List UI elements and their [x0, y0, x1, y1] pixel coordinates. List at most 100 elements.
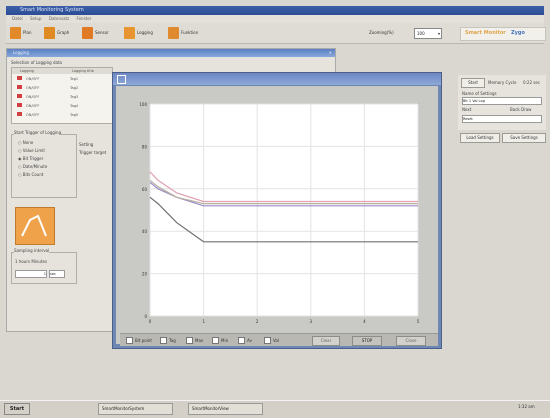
- load-settings-button[interactable]: Load Settings: [460, 133, 500, 143]
- table-row[interactable]: ON/OFF: [26, 95, 40, 99]
- logging-window-title: Logging: [13, 50, 29, 55]
- close-icon[interactable]: ✕: [328, 50, 332, 55]
- chart-window: 100 80 60 40 20 0 0 1 2 3 4 5 Bit point Tag Max Min…: [112, 72, 442, 349]
- table-header: Logging Logging title: [12, 68, 112, 74]
- toolbar-sensor-label: Sensor: [95, 30, 109, 35]
- toolbar-plan-button[interactable]: Plan: [10, 26, 32, 39]
- taskbar: [0, 400, 550, 418]
- window-icon: [117, 75, 126, 84]
- back-draw-label[interactable]: Back Draw: [510, 107, 532, 112]
- x-tick-label: 0: [149, 319, 152, 324]
- row-state-icons: [17, 76, 22, 120]
- settings-name-label: Name of Settings: [462, 91, 497, 96]
- series-line: [149, 196, 418, 243]
- table-row[interactable]: ON/OFF: [26, 104, 40, 108]
- toolbar-sensor-button[interactable]: Sensor: [82, 26, 109, 39]
- zoom-select[interactable]: 100 ▾: [414, 28, 442, 39]
- trigger-target-label: Trigger target: [79, 150, 107, 155]
- start-menu-button[interactable]: Start: [4, 403, 30, 415]
- table-header-logging: Logging: [20, 69, 34, 73]
- brand-logo: Smart Monitor Zygo: [460, 27, 546, 41]
- trigger-group-title: Start Trigger of Logging: [14, 130, 62, 135]
- save-settings-button[interactable]: Save Settings: [502, 133, 546, 143]
- legend-item[interactable]: Bit point: [126, 337, 152, 344]
- settings-name-input[interactable]: Bit 1 Val Log: [462, 97, 542, 105]
- logging-icon: [124, 26, 135, 39]
- toolbar-logging-button[interactable]: Logging: [124, 26, 153, 39]
- brand-right: Zygo: [511, 30, 525, 36]
- y-tick-label: 40: [142, 229, 148, 234]
- reset-select[interactable]: Reset: [462, 115, 542, 123]
- line-chart: 100 80 60 40 20 00 1 2 3 4 5: [139, 102, 420, 324]
- x-tick-label: 4: [363, 319, 366, 324]
- toolbar-function-label: Funktion: [181, 30, 199, 35]
- start-button[interactable]: Start: [461, 78, 485, 88]
- legend-item[interactable]: Av: [238, 337, 252, 344]
- table-row[interactable]: ON/OFF: [26, 113, 40, 117]
- chart-window-titlebar: [113, 73, 441, 85]
- logging-window-titlebar: Logging ✕: [7, 49, 335, 57]
- taskbar-item[interactable]: SmartMonitorSystem: [98, 403, 173, 415]
- start-trigger-group: Start Trigger of Logging ○ None ○ Value …: [11, 130, 77, 198]
- logging-table: Logging Logging title ON/OFF Tag1 ON/OFF…: [11, 67, 113, 124]
- right-control-panel: Start Memory Cycle 0:22 sec Name of Sett…: [458, 75, 546, 130]
- app-title: Smart Monitoring System: [20, 7, 84, 13]
- x-tick-label: 1: [202, 319, 205, 324]
- zoom-label: Zooming(%): [369, 30, 394, 35]
- memory-cycle-value: 0:22 sec: [523, 80, 540, 85]
- sampling-unit-select[interactable]: sec: [49, 270, 65, 278]
- legend-item[interactable]: Tag: [160, 337, 176, 344]
- chart-legend-bar: Bit point Tag Max Min Av Val Clear STOP …: [120, 333, 438, 346]
- table-row[interactable]: ON/OFF: [26, 77, 40, 81]
- toolbar-graph-button[interactable]: Graph: [44, 26, 69, 39]
- trigger-option-bit[interactable]: ◉ Bit Trigger: [18, 156, 44, 161]
- y-tick-label: 100: [139, 102, 147, 107]
- trigger-option-value-limit[interactable]: ○ Value Limit: [18, 148, 45, 153]
- trigger-option-bits-count[interactable]: ○ Bits Count: [18, 172, 44, 177]
- x-tick-label: 3: [310, 319, 313, 324]
- menu-item-window[interactable]: Fenster: [76, 16, 92, 21]
- menu-item-data[interactable]: Datensatz: [48, 16, 70, 21]
- stop-button[interactable]: STOP: [352, 336, 382, 346]
- close-button[interactable]: Close: [396, 336, 426, 346]
- y-tick-label: 20: [142, 272, 148, 277]
- table-row[interactable]: ON/OFF: [26, 86, 40, 90]
- sampling-group: Sampling interval 1 hours Minutes 1 sec: [11, 248, 77, 284]
- chevron-down-icon[interactable]: ▾: [437, 31, 440, 36]
- legend-item[interactable]: Min: [212, 337, 228, 344]
- sampling-title: Sampling interval: [14, 248, 50, 253]
- x-tick-label: 5: [417, 319, 420, 324]
- graph-icon: [44, 26, 55, 39]
- taskbar-item[interactable]: SmartMonitorView: [188, 403, 263, 415]
- zoom-value: 100: [417, 31, 425, 36]
- toolbar-logging-label: Logging: [137, 30, 153, 35]
- sampling-interval-input[interactable]: 1: [15, 270, 47, 278]
- trigger-option-none[interactable]: ○ None: [18, 140, 34, 145]
- series-line: [149, 179, 418, 205]
- sensor-icon: [82, 26, 93, 39]
- toolbar-function-button[interactable]: Funktion: [168, 26, 198, 39]
- plan-icon: [10, 26, 21, 39]
- series-line: [149, 171, 418, 203]
- app-titlebar: Smart Monitoring System: [6, 6, 544, 15]
- trigger-option-date[interactable]: ○ Date/Minute: [18, 164, 48, 169]
- menu-item-file[interactable]: Datei: [12, 16, 23, 21]
- memory-cycle-label: Memory Cycle: [488, 80, 517, 85]
- table-cell-name: Tag5: [70, 113, 79, 117]
- next-label[interactable]: Next: [462, 107, 472, 112]
- taskbar-clock: 1:32 am: [518, 404, 535, 409]
- menu-item-setup[interactable]: Setup: [29, 16, 42, 21]
- plot-area: [149, 103, 419, 317]
- brand-left: Smart Monitor: [465, 30, 506, 36]
- table-cell-name: Tag1: [70, 77, 79, 81]
- legend-item[interactable]: Max: [186, 337, 203, 344]
- toolbar-plan-label: Plan: [23, 30, 32, 35]
- y-tick-label: 0: [144, 314, 147, 319]
- table-cell-name: Tag3: [70, 95, 79, 99]
- logging-section-title: Selection of Logging data: [11, 60, 62, 65]
- main-toolbar: Plan Graph Sensor Logging Funktion: [6, 23, 544, 44]
- table-cell-name: Tag2: [70, 86, 79, 90]
- function-icon: [168, 26, 179, 39]
- legend-item[interactable]: Val: [264, 337, 279, 344]
- clear-button[interactable]: Clear: [312, 336, 340, 346]
